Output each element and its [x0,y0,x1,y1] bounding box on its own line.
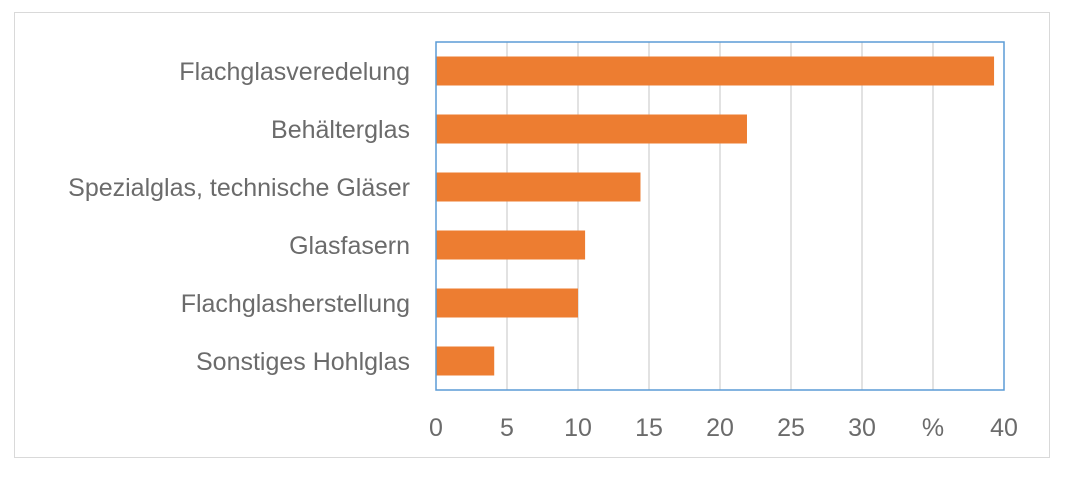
x-tick-label: 5 [500,414,514,442]
category-label: Spezialglas, technische Gläser [68,174,410,202]
x-tick-label: % [922,414,944,442]
category-labels: Flachglasveredelung Behälterglas Spezialgl… [68,58,410,376]
x-tick-label: 10 [564,414,592,442]
bar [436,346,495,376]
category-label: Glasfasern [289,232,410,260]
x-tick-label: 20 [706,414,734,442]
bars [436,56,995,376]
x-axis-tick-labels: 0 5 10 15 20 25 30% 40 [429,414,1018,442]
bar [436,172,641,202]
x-tick-label: 25 [777,414,805,442]
bar [436,288,578,318]
x-tick-label: 0 [429,414,443,442]
bar [436,230,586,260]
bar [436,114,747,144]
grid-lines [506,42,934,390]
category-label: Flachglasveredelung [179,58,410,86]
plot-area-border [435,41,1005,391]
x-tick-label: 15 [635,414,663,442]
category-label: Flachglasherstellung [181,290,410,318]
category-label: Sonstiges Hohlglas [196,348,410,376]
bar [436,56,995,86]
x-tick-label: 30 [848,414,876,442]
category-label: Behälterglas [271,116,410,144]
x-tick-label: 40 [990,414,1018,442]
